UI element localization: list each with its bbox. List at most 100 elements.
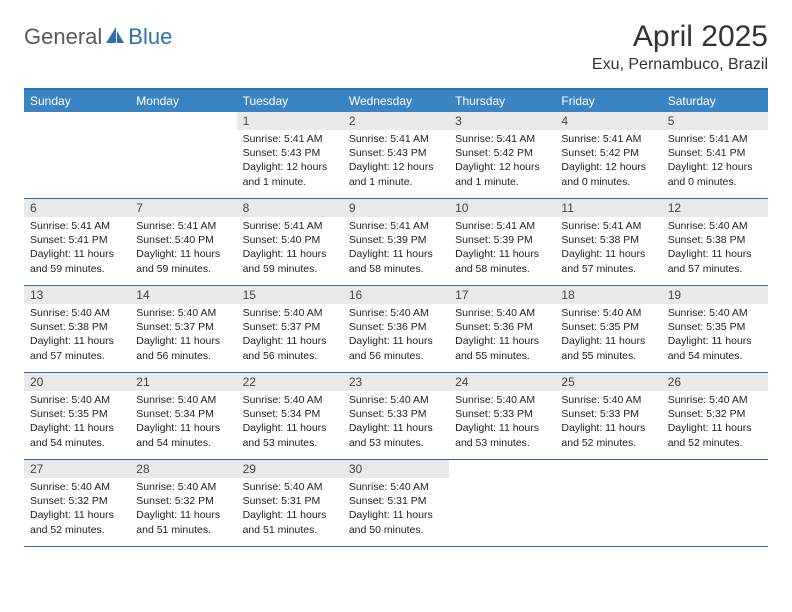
day-content: Sunrise: 5:40 AMSunset: 5:36 PMDaylight:… xyxy=(343,304,449,367)
day-cell: 9Sunrise: 5:41 AMSunset: 5:39 PMDaylight… xyxy=(343,199,449,285)
calendar-grid: Sunday Monday Tuesday Wednesday Thursday… xyxy=(24,88,768,547)
daylight-text: Daylight: 11 hours and 59 minutes. xyxy=(136,247,230,275)
day-content: Sunrise: 5:40 AMSunset: 5:32 PMDaylight:… xyxy=(130,478,236,541)
sunset-text: Sunset: 5:36 PM xyxy=(349,320,443,334)
day-cell: 10Sunrise: 5:41 AMSunset: 5:39 PMDayligh… xyxy=(449,199,555,285)
daylight-text: Daylight: 11 hours and 54 minutes. xyxy=(668,334,762,362)
day-cell: 4Sunrise: 5:41 AMSunset: 5:42 PMDaylight… xyxy=(555,112,661,198)
weekday-header: Wednesday xyxy=(343,90,449,112)
sunset-text: Sunset: 5:38 PM xyxy=(30,320,124,334)
sunset-text: Sunset: 5:39 PM xyxy=(349,233,443,247)
daylight-text: Daylight: 11 hours and 53 minutes. xyxy=(455,421,549,449)
daylight-text: Daylight: 12 hours and 1 minute. xyxy=(349,160,443,188)
day-cell xyxy=(555,460,661,546)
sunset-text: Sunset: 5:32 PM xyxy=(136,494,230,508)
daylight-text: Daylight: 11 hours and 51 minutes. xyxy=(243,508,337,536)
day-number: 9 xyxy=(343,199,449,217)
sunrise-text: Sunrise: 5:40 AM xyxy=(349,480,443,494)
sunset-text: Sunset: 5:32 PM xyxy=(668,407,762,421)
day-cell: 12Sunrise: 5:40 AMSunset: 5:38 PMDayligh… xyxy=(662,199,768,285)
daylight-text: Daylight: 12 hours and 0 minutes. xyxy=(561,160,655,188)
day-cell: 28Sunrise: 5:40 AMSunset: 5:32 PMDayligh… xyxy=(130,460,236,546)
location: Exu, Pernambuco, Brazil xyxy=(592,56,768,74)
sunrise-text: Sunrise: 5:41 AM xyxy=(455,132,549,146)
day-content: Sunrise: 5:41 AMSunset: 5:39 PMDaylight:… xyxy=(449,217,555,280)
day-content: Sunrise: 5:40 AMSunset: 5:35 PMDaylight:… xyxy=(662,304,768,367)
day-content: Sunrise: 5:40 AMSunset: 5:32 PMDaylight:… xyxy=(662,391,768,454)
logo: General Blue xyxy=(24,20,172,50)
sunset-text: Sunset: 5:34 PM xyxy=(136,407,230,421)
sunrise-text: Sunrise: 5:40 AM xyxy=(349,306,443,320)
day-content: Sunrise: 5:41 AMSunset: 5:41 PMDaylight:… xyxy=(662,130,768,193)
day-content: Sunrise: 5:41 AMSunset: 5:43 PMDaylight:… xyxy=(237,130,343,193)
day-number: 16 xyxy=(343,286,449,304)
day-number: 4 xyxy=(555,112,661,130)
sunrise-text: Sunrise: 5:40 AM xyxy=(455,306,549,320)
day-cell: 21Sunrise: 5:40 AMSunset: 5:34 PMDayligh… xyxy=(130,373,236,459)
day-cell: 11Sunrise: 5:41 AMSunset: 5:38 PMDayligh… xyxy=(555,199,661,285)
sunset-text: Sunset: 5:41 PM xyxy=(668,146,762,160)
day-cell: 17Sunrise: 5:40 AMSunset: 5:36 PMDayligh… xyxy=(449,286,555,372)
weeks-container: 1Sunrise: 5:41 AMSunset: 5:43 PMDaylight… xyxy=(24,112,768,547)
title-block: April 2025 Exu, Pernambuco, Brazil xyxy=(592,20,768,74)
week-row: 6Sunrise: 5:41 AMSunset: 5:41 PMDaylight… xyxy=(24,199,768,286)
day-number: 5 xyxy=(662,112,768,130)
daylight-text: Daylight: 11 hours and 56 minutes. xyxy=(136,334,230,362)
sunset-text: Sunset: 5:37 PM xyxy=(243,320,337,334)
day-cell: 23Sunrise: 5:40 AMSunset: 5:33 PMDayligh… xyxy=(343,373,449,459)
day-content: Sunrise: 5:40 AMSunset: 5:31 PMDaylight:… xyxy=(343,478,449,541)
day-number: 14 xyxy=(130,286,236,304)
sunset-text: Sunset: 5:34 PM xyxy=(243,407,337,421)
daylight-text: Daylight: 11 hours and 52 minutes. xyxy=(668,421,762,449)
day-cell: 6Sunrise: 5:41 AMSunset: 5:41 PMDaylight… xyxy=(24,199,130,285)
daylight-text: Daylight: 11 hours and 54 minutes. xyxy=(30,421,124,449)
day-cell: 25Sunrise: 5:40 AMSunset: 5:33 PMDayligh… xyxy=(555,373,661,459)
day-cell: 26Sunrise: 5:40 AMSunset: 5:32 PMDayligh… xyxy=(662,373,768,459)
day-cell: 27Sunrise: 5:40 AMSunset: 5:32 PMDayligh… xyxy=(24,460,130,546)
sunset-text: Sunset: 5:31 PM xyxy=(349,494,443,508)
sunrise-text: Sunrise: 5:40 AM xyxy=(455,393,549,407)
day-content: Sunrise: 5:40 AMSunset: 5:32 PMDaylight:… xyxy=(24,478,130,541)
weekday-header: Friday xyxy=(555,90,661,112)
sunrise-text: Sunrise: 5:40 AM xyxy=(668,306,762,320)
day-cell: 18Sunrise: 5:40 AMSunset: 5:35 PMDayligh… xyxy=(555,286,661,372)
daylight-text: Daylight: 11 hours and 57 minutes. xyxy=(668,247,762,275)
sunset-text: Sunset: 5:31 PM xyxy=(243,494,337,508)
day-cell: 14Sunrise: 5:40 AMSunset: 5:37 PMDayligh… xyxy=(130,286,236,372)
sunrise-text: Sunrise: 5:41 AM xyxy=(561,132,655,146)
day-cell: 30Sunrise: 5:40 AMSunset: 5:31 PMDayligh… xyxy=(343,460,449,546)
sunrise-text: Sunrise: 5:41 AM xyxy=(668,132,762,146)
day-content: Sunrise: 5:41 AMSunset: 5:42 PMDaylight:… xyxy=(555,130,661,193)
daylight-text: Daylight: 11 hours and 56 minutes. xyxy=(349,334,443,362)
sunrise-text: Sunrise: 5:40 AM xyxy=(561,306,655,320)
day-number xyxy=(662,460,768,478)
day-content: Sunrise: 5:41 AMSunset: 5:38 PMDaylight:… xyxy=(555,217,661,280)
day-content: Sunrise: 5:40 AMSunset: 5:36 PMDaylight:… xyxy=(449,304,555,367)
weekday-header: Thursday xyxy=(449,90,555,112)
day-content: Sunrise: 5:40 AMSunset: 5:31 PMDaylight:… xyxy=(237,478,343,541)
sunset-text: Sunset: 5:35 PM xyxy=(561,320,655,334)
day-number: 7 xyxy=(130,199,236,217)
sunset-text: Sunset: 5:38 PM xyxy=(668,233,762,247)
day-cell xyxy=(130,112,236,198)
day-number: 30 xyxy=(343,460,449,478)
day-cell: 3Sunrise: 5:41 AMSunset: 5:42 PMDaylight… xyxy=(449,112,555,198)
month-title: April 2025 xyxy=(592,20,768,54)
day-number: 19 xyxy=(662,286,768,304)
sunrise-text: Sunrise: 5:40 AM xyxy=(349,393,443,407)
day-cell: 24Sunrise: 5:40 AMSunset: 5:33 PMDayligh… xyxy=(449,373,555,459)
sunset-text: Sunset: 5:35 PM xyxy=(668,320,762,334)
day-number: 20 xyxy=(24,373,130,391)
sunset-text: Sunset: 5:37 PM xyxy=(136,320,230,334)
day-number: 21 xyxy=(130,373,236,391)
day-number: 17 xyxy=(449,286,555,304)
sunset-text: Sunset: 5:36 PM xyxy=(455,320,549,334)
day-cell xyxy=(449,460,555,546)
day-cell: 29Sunrise: 5:40 AMSunset: 5:31 PMDayligh… xyxy=(237,460,343,546)
day-cell xyxy=(24,112,130,198)
sunrise-text: Sunrise: 5:40 AM xyxy=(243,306,337,320)
weekday-header-row: Sunday Monday Tuesday Wednesday Thursday… xyxy=(24,90,768,112)
sunset-text: Sunset: 5:33 PM xyxy=(349,407,443,421)
day-cell: 16Sunrise: 5:40 AMSunset: 5:36 PMDayligh… xyxy=(343,286,449,372)
sunset-text: Sunset: 5:43 PM xyxy=(349,146,443,160)
